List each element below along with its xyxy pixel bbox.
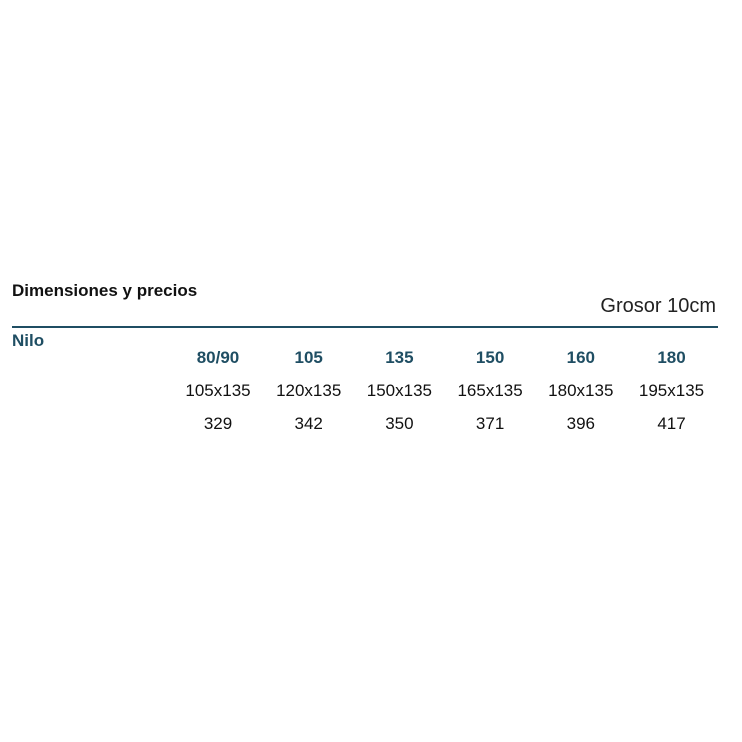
column-header: 105 (294, 348, 323, 367)
cell: 105x135 (185, 381, 251, 400)
cell: 329 (203, 414, 233, 433)
rule (12, 326, 718, 328)
cell: 195x135 (638, 381, 705, 400)
cell: 396 (566, 414, 595, 433)
cell: 342 (294, 414, 323, 433)
title: Dimensiones y precios (12, 281, 198, 300)
column-header: 150 (475, 348, 505, 367)
column-header: 180 (657, 348, 686, 367)
product-name: Nilo (12, 331, 45, 350)
cell: 350 (385, 414, 414, 433)
cell: 150x135 (366, 381, 432, 400)
cell: 120x135 (276, 381, 342, 400)
cell: 417 (657, 414, 686, 433)
cell: 165x135 (457, 381, 523, 400)
cell: 371 (475, 414, 505, 433)
subtitle: Grosor 10cm (600, 295, 716, 317)
cell: 180x135 (548, 381, 614, 400)
column-header: 160 (566, 348, 595, 367)
column-header: 135 (385, 348, 414, 367)
column-header: 80/90 (196, 348, 240, 367)
